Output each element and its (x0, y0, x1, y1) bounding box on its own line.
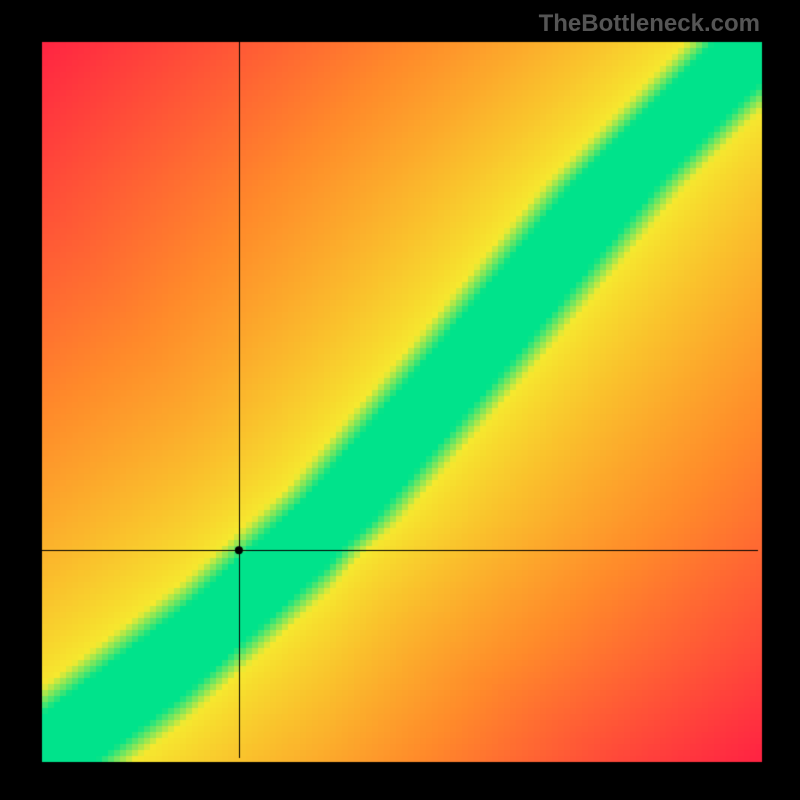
chart-container: TheBottleneck.com (0, 0, 800, 800)
watermark-text: TheBottleneck.com (539, 10, 760, 38)
bottleneck-heatmap (0, 0, 800, 800)
